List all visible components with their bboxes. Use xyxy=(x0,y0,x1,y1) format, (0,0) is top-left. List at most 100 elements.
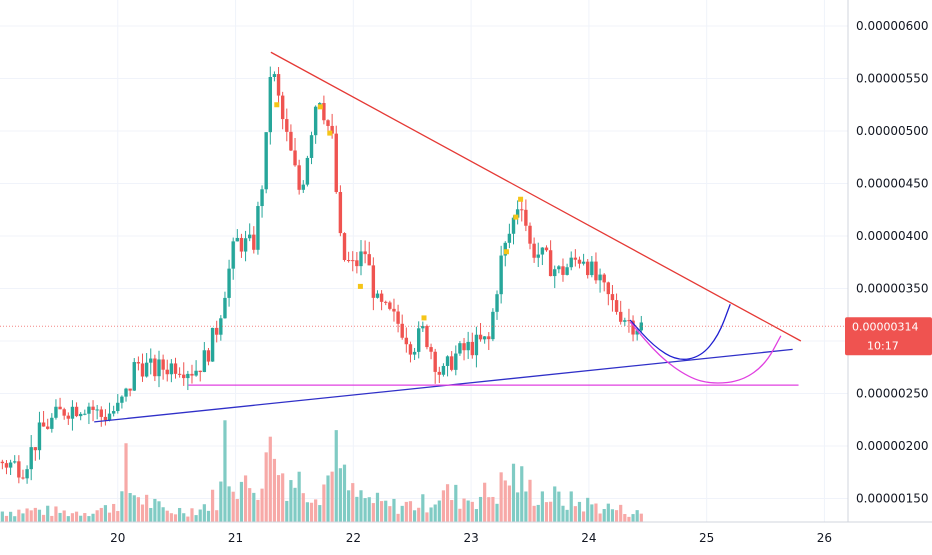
volume-bar-126 xyxy=(520,466,524,522)
volume-bar-62 xyxy=(256,499,260,522)
volume-bar-111 xyxy=(458,508,462,522)
volume-bar-151 xyxy=(623,514,627,522)
volume-bar-40 xyxy=(165,510,169,522)
candle-body-53 xyxy=(219,318,223,335)
volume-bar-57 xyxy=(235,499,239,522)
candle-body-28 xyxy=(116,402,120,412)
candle-body-123 xyxy=(507,233,512,243)
candle-body-56 xyxy=(231,241,235,269)
candle-body-110 xyxy=(454,353,458,370)
volume-bar-82 xyxy=(338,468,342,522)
volume-bar-17 xyxy=(70,513,75,522)
volume-bar-130 xyxy=(536,504,540,522)
volume-bar-90 xyxy=(371,503,375,522)
candle-body-117 xyxy=(482,336,487,340)
volume-bar-143 xyxy=(590,504,594,522)
volume-bar-103 xyxy=(425,512,429,522)
volume-bar-94 xyxy=(388,506,392,522)
signal-marker-0 xyxy=(274,102,280,108)
candle-body-60 xyxy=(247,234,252,239)
volume-bar-67 xyxy=(276,475,281,522)
candle-body-101 xyxy=(417,328,421,352)
candle-body-14 xyxy=(58,406,62,410)
candle-body-24 xyxy=(99,409,103,417)
candle-body-73 xyxy=(301,184,305,190)
candle-body-20 xyxy=(83,413,87,415)
volume-bar-46 xyxy=(190,508,194,522)
volume-bar-20 xyxy=(83,513,87,522)
candle-body-135 xyxy=(557,266,561,270)
candle-body-12 xyxy=(50,417,54,429)
candle-body-118 xyxy=(487,336,491,340)
candle-body-144 xyxy=(594,261,598,281)
volume-bar-135 xyxy=(557,491,561,522)
volume-bar-81 xyxy=(334,430,338,522)
candle-body-143 xyxy=(590,261,594,276)
candle-body-151 xyxy=(623,320,627,322)
candle-body-128 xyxy=(528,225,532,244)
candle-body-70 xyxy=(289,131,293,151)
candle-body-63 xyxy=(260,189,264,207)
candle-body-11 xyxy=(46,426,50,429)
candle-body-69 xyxy=(285,119,289,132)
volume-bar-93 xyxy=(384,500,388,522)
candle-body-134 xyxy=(553,269,557,277)
candle-body-142 xyxy=(586,261,590,276)
volume-bar-77 xyxy=(318,505,322,522)
candle-body-79 xyxy=(326,120,330,126)
volume-bar-125 xyxy=(516,492,520,522)
candle-body-130 xyxy=(536,254,540,258)
candle-body-44 xyxy=(182,374,186,379)
y-tick-label-7: 0.00000500 xyxy=(856,124,929,138)
candle-body-127 xyxy=(524,209,528,226)
volume-bar-97 xyxy=(400,505,404,522)
volume-bar-114 xyxy=(470,501,474,522)
volume-bar-87 xyxy=(359,490,363,522)
volume-bar-37 xyxy=(153,498,157,522)
volume-bar-15 xyxy=(62,510,66,522)
volume-bar-99 xyxy=(408,501,413,522)
candle-body-94 xyxy=(388,302,392,309)
projection-blue-curve xyxy=(629,304,731,360)
trendlines xyxy=(94,51,802,423)
y-tick-label-8: 0.00000550 xyxy=(856,72,929,86)
volume-bar-56 xyxy=(231,491,235,522)
volume-bar-27 xyxy=(112,503,116,522)
x-tick-label-3: 23 xyxy=(463,531,478,545)
volume-bar-5 xyxy=(21,513,25,522)
candle-body-119 xyxy=(491,311,495,340)
candle-body-21 xyxy=(87,406,91,414)
volume-bar-22 xyxy=(91,513,95,522)
candle-body-62 xyxy=(256,206,260,250)
volume-bar-28 xyxy=(116,511,120,522)
candle-body-129 xyxy=(532,243,536,258)
y-tick-label-1: 0.00000200 xyxy=(856,439,929,453)
volume-bar-26 xyxy=(107,512,112,522)
candle-body-131 xyxy=(540,247,545,255)
candle-body-46 xyxy=(190,373,194,376)
candle-body-15 xyxy=(62,409,66,416)
candle-body-5 xyxy=(21,477,25,479)
y-tick-label-2: 0.00000250 xyxy=(856,387,929,401)
volume-bar-109 xyxy=(450,500,454,522)
volume-bar-91 xyxy=(375,492,380,522)
volume-bar-1 xyxy=(4,515,9,522)
candle-body-16 xyxy=(66,415,71,419)
volume-bar-116 xyxy=(478,496,483,522)
candle-body-7 xyxy=(29,447,33,470)
candle-body-83 xyxy=(342,233,347,261)
volume-bar-146 xyxy=(602,508,606,522)
candle-body-66 xyxy=(272,74,277,78)
volume-bar-11 xyxy=(46,505,50,522)
volume-bar-52 xyxy=(215,510,219,522)
volume-bar-148 xyxy=(610,509,615,522)
candle-body-86 xyxy=(355,260,359,267)
current-price-badge-bg xyxy=(845,317,932,356)
volume-bar-131 xyxy=(540,491,544,522)
candle-body-67 xyxy=(276,74,281,96)
current-price-label: 0.00000314 xyxy=(852,320,918,333)
candle-body-102 xyxy=(421,325,425,329)
candle-body-153 xyxy=(631,320,635,335)
